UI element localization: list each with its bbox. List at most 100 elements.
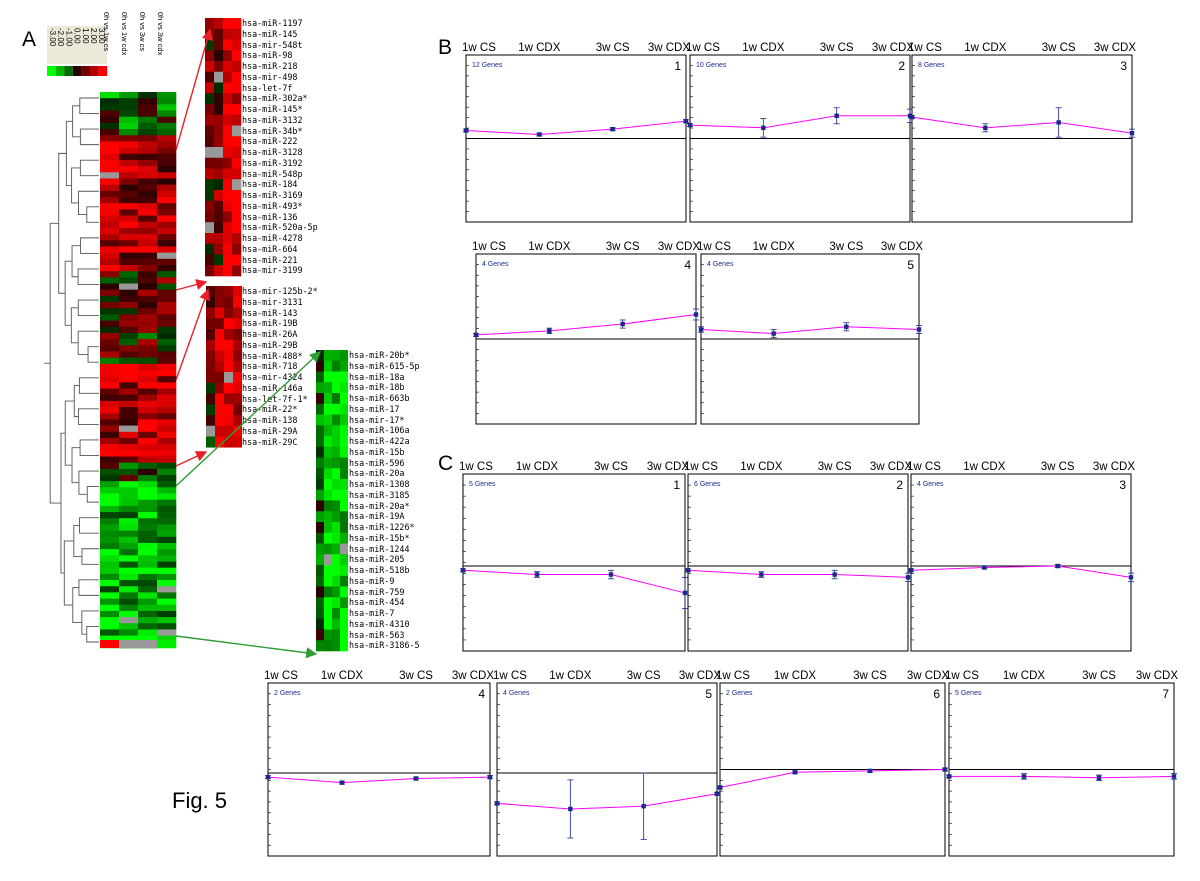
x-axis-label: 1w CDX <box>740 461 783 473</box>
data-point <box>1096 775 1102 781</box>
mirna-name: hsa-miR-664 <box>242 243 298 254</box>
mirna-name: hsa-mir-17* <box>349 414 405 425</box>
scale-swatch <box>72 66 82 76</box>
x-axis-label: 3w CDX <box>870 461 913 473</box>
chart-number: 1 <box>673 478 680 492</box>
chart-number: 3 <box>1120 59 1127 73</box>
mirna-name: hsa-miR-221 <box>242 254 298 265</box>
scale-swatch <box>55 66 65 76</box>
mirna-name: hsa-miR-20a* <box>349 500 410 511</box>
data-point <box>909 114 915 120</box>
mirna-name: hsa-miR-143 <box>242 307 298 318</box>
series-line <box>719 769 946 788</box>
genes-count-label: 8 Genes <box>918 62 945 69</box>
data-point <box>463 128 469 133</box>
mirna-name: hsa-miR-1226* <box>349 522 415 532</box>
x-axis-label: 1w CDX <box>321 670 364 682</box>
x-axis-label: 3w CS <box>606 241 640 253</box>
data-point <box>339 780 345 785</box>
mirna-name: hsa-miR-520a-5p <box>242 222 318 233</box>
genes-count-label: 5 Genes <box>955 690 982 697</box>
mirna-list-upper: hsa-miR-1197 hsa-miR-145 hsa-mir-548t hsa-m… <box>242 18 318 276</box>
data-point <box>608 572 614 577</box>
scale-value-label: 2.00 <box>89 28 98 44</box>
data-point <box>487 774 493 780</box>
mirna-name: hsa-miR-26A <box>242 329 298 339</box>
mirna-name: hsa-miR-15b <box>349 446 405 457</box>
x-axis-label: 1w CDX <box>528 241 571 253</box>
plot-frame <box>267 682 491 857</box>
mirna-name: hsa-miR-106a <box>349 425 410 436</box>
cluster-profile-chart: 1w CS 1w CDX 3w CS 3w CDX 5 4 Genes <box>493 670 721 857</box>
condition-column-label: 0h vs 3w cs <box>138 12 147 51</box>
chart-number: 4 <box>478 687 485 701</box>
mirna-name: hsa-miR-7 <box>349 608 395 618</box>
x-axis-label: 1w CS <box>697 241 731 253</box>
data-point <box>832 572 837 577</box>
x-axis-label: 3w CS <box>399 670 433 682</box>
mirna-name: hsa-miR-17 <box>349 403 400 414</box>
condition-column-label: 0h vs 1w cdx <box>120 12 129 56</box>
mirna-name: hsa-miR-3192 <box>242 157 303 168</box>
series-line <box>911 116 1133 134</box>
data-point <box>771 331 776 336</box>
x-axis-label: 1w CS <box>472 241 506 253</box>
cluster-profile-chart: 1w CS 1w CDX 3w CS 3w CDX 4 2 Genes <box>264 670 494 857</box>
data-point <box>683 118 689 124</box>
data-point <box>682 590 688 596</box>
x-axis-label: 1w CDX <box>742 42 785 54</box>
mirna-name: hsa-miR-493* <box>242 200 303 211</box>
data-point <box>610 126 615 132</box>
x-axis-label: 3w CS <box>594 461 628 473</box>
data-point <box>1171 774 1177 779</box>
data-point <box>641 803 646 809</box>
scale-value-label: 0.00 <box>73 28 82 44</box>
mirna-name: hsa-miR-20b* <box>349 350 410 360</box>
data-point <box>761 125 766 131</box>
data-point <box>537 132 542 137</box>
x-axis-label: 1w CS <box>462 42 496 54</box>
x-axis-label: 3w CDX <box>1093 461 1136 473</box>
mirna-name: hsa-miR-20a <box>349 468 405 479</box>
mirna-name: hsa-miR-454 <box>349 597 405 608</box>
data-point <box>759 572 764 577</box>
chart-number: 1 <box>674 59 681 73</box>
mirna-name: hsa-miR-1197 <box>242 18 303 28</box>
mirna-name: hsa-miR-184 <box>242 179 298 190</box>
chart-number: 5 <box>907 258 914 272</box>
mirna-name: hsa-miR-29B <box>242 339 298 350</box>
data-point <box>494 801 500 806</box>
x-axis-label: 3w CS <box>596 42 630 54</box>
x-axis-label: 3w CS <box>853 670 887 682</box>
series-line <box>496 793 718 810</box>
x-axis-label: 1w CS <box>684 461 718 473</box>
scale-value-label: -1.00 <box>64 28 73 47</box>
x-axis-label: 1w CS <box>908 42 942 54</box>
mirna-name: hsa-miR-596 <box>349 457 405 468</box>
condition-column-label: 0h vs 1w cs <box>102 12 111 51</box>
data-point <box>983 125 988 131</box>
cluster-profile-chart: 1w CS 1w CDX 3w CS 3w CDX 3 8 Genes <box>908 42 1136 223</box>
mirna-name: hsa-miR-15b* <box>349 532 410 543</box>
mirna-name: hsa-miR-548p <box>242 168 303 179</box>
mirna-name: hsa-miR-19A <box>349 511 405 522</box>
mirna-name: hsa-mir-3131 <box>242 296 303 307</box>
data-point <box>265 774 271 780</box>
series-line <box>689 115 910 129</box>
scale-swatch <box>47 66 56 76</box>
data-point <box>908 568 914 573</box>
plot-frame <box>462 473 686 652</box>
x-axis-label: 3w CS <box>829 241 863 253</box>
genes-count-label: 4 Genes <box>707 261 734 268</box>
x-axis-label: 3w CDX <box>647 461 690 473</box>
series-line <box>462 569 686 594</box>
main-heatmap <box>100 92 177 649</box>
x-axis-label: 3w CS <box>820 42 854 54</box>
data-point <box>1129 130 1135 136</box>
x-axis-label: 1w CDX <box>774 670 817 682</box>
mirna-name: hsa-mir-125b-2* <box>242 286 318 296</box>
genes-count-label: 6 Genes <box>694 481 721 488</box>
data-point <box>717 785 723 790</box>
mirna-name: hsa-miR-18b <box>349 382 405 393</box>
x-axis-label: 1w CDX <box>964 42 1007 54</box>
